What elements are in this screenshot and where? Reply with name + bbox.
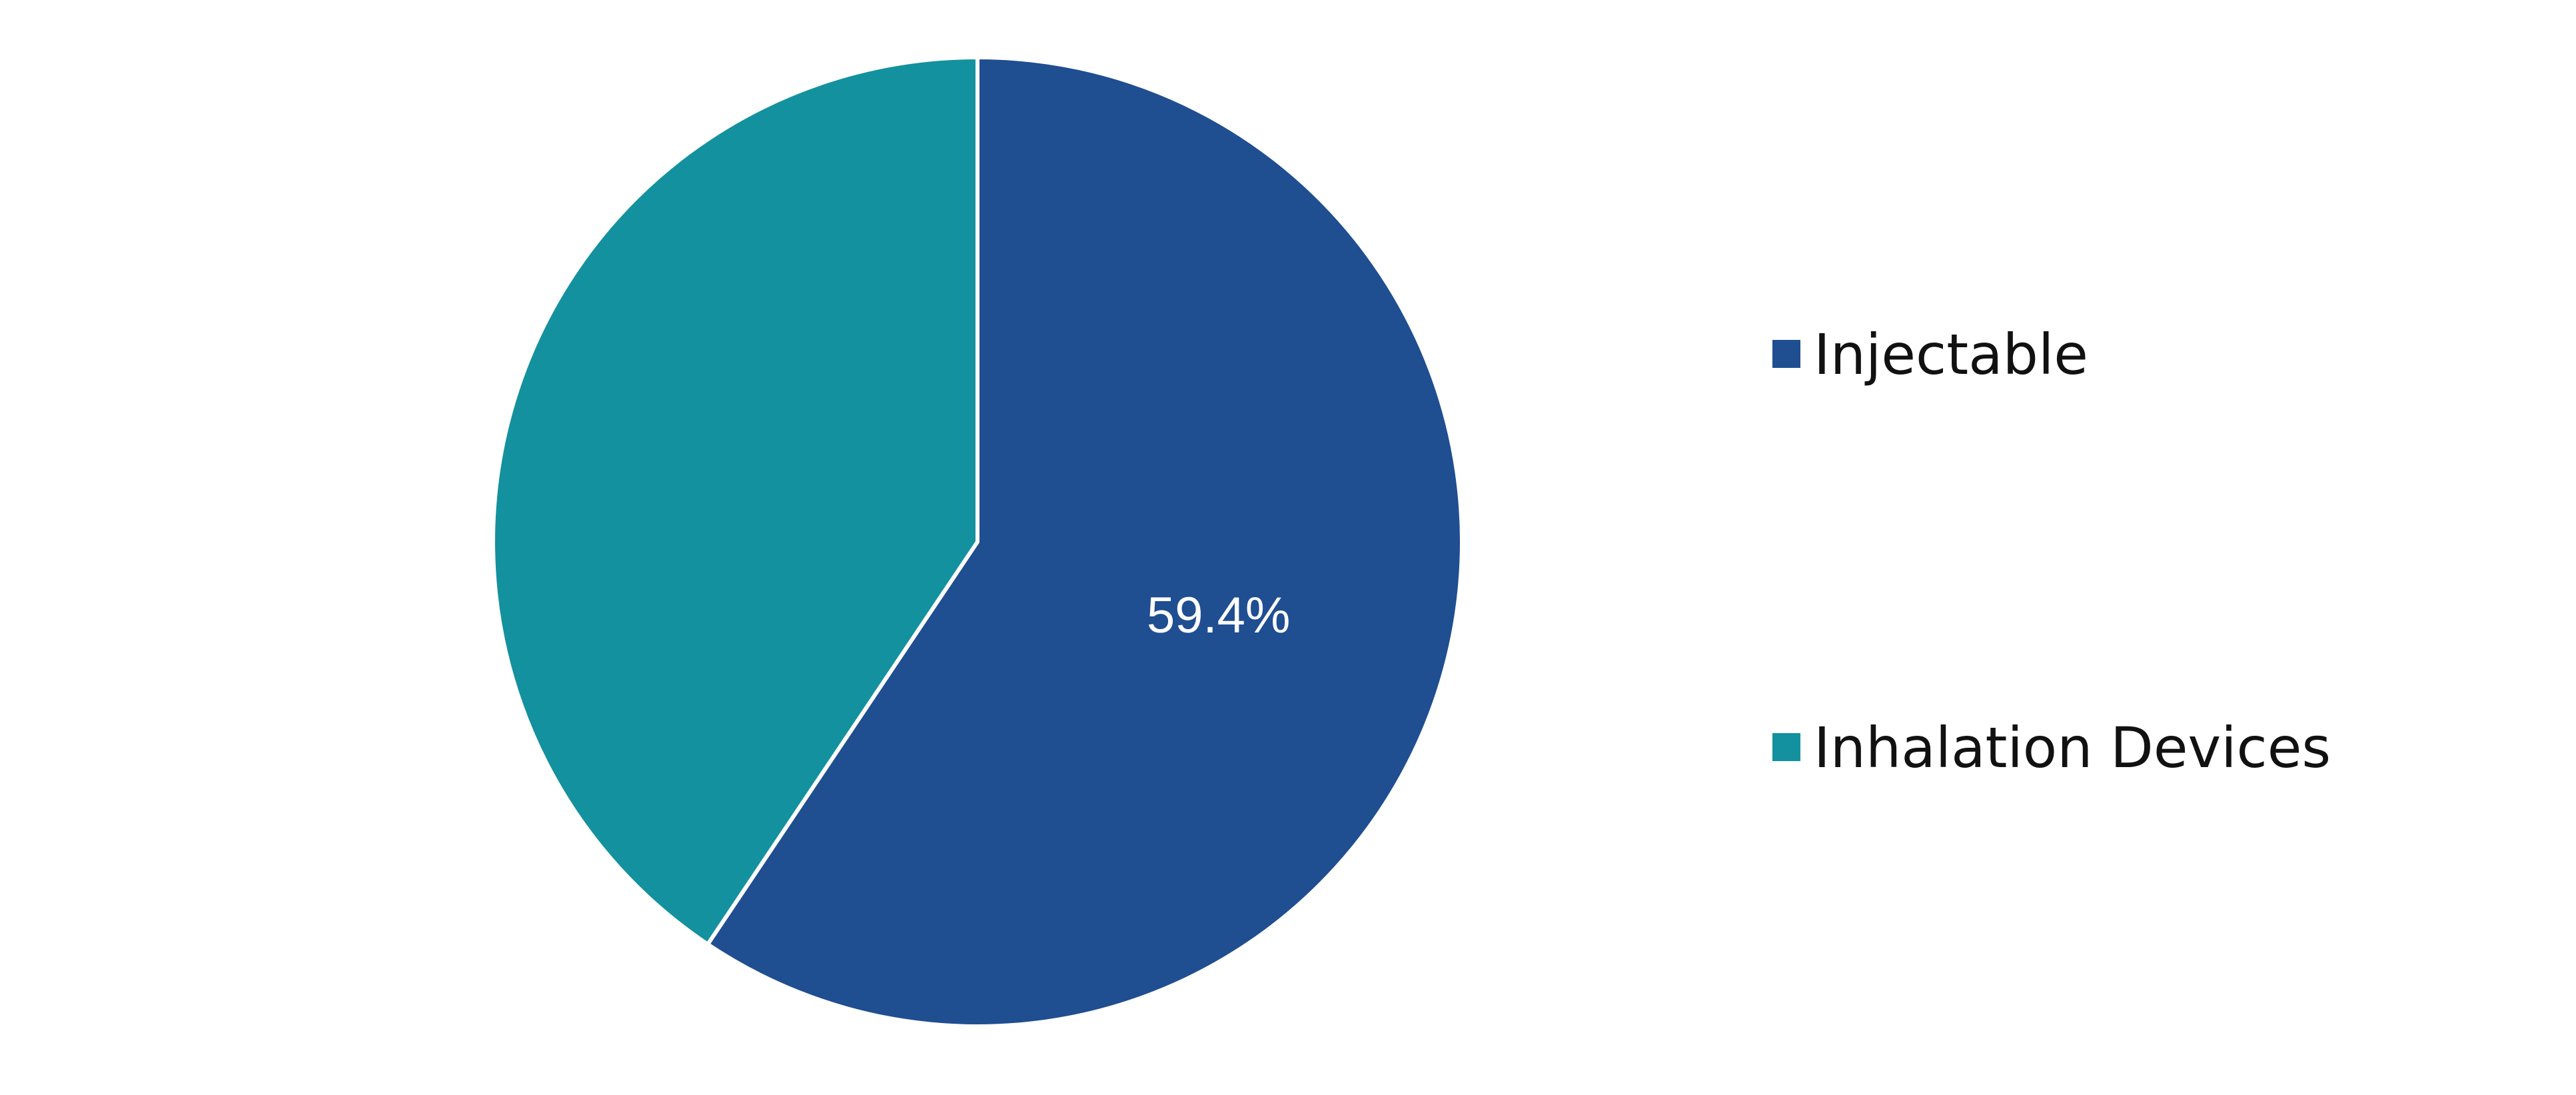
legend-swatch-injectable xyxy=(1772,340,1800,368)
data-label-injectable: 59.4% xyxy=(1147,587,1291,644)
pie-slice-injectable xyxy=(706,55,1465,1028)
legend-label-injectable: Injectable xyxy=(1814,322,2088,387)
legend-swatch-inhalation-devices xyxy=(1772,733,1800,761)
pie-slice-inhalation-devices xyxy=(491,55,979,946)
pie-slices xyxy=(491,55,1465,1028)
legend-label-inhalation-devices: Inhalation Devices xyxy=(1814,715,2331,780)
legend: Injectable Inhalation Devices xyxy=(1772,322,2331,780)
pie-data-labels: 59.4% xyxy=(1147,587,1291,644)
